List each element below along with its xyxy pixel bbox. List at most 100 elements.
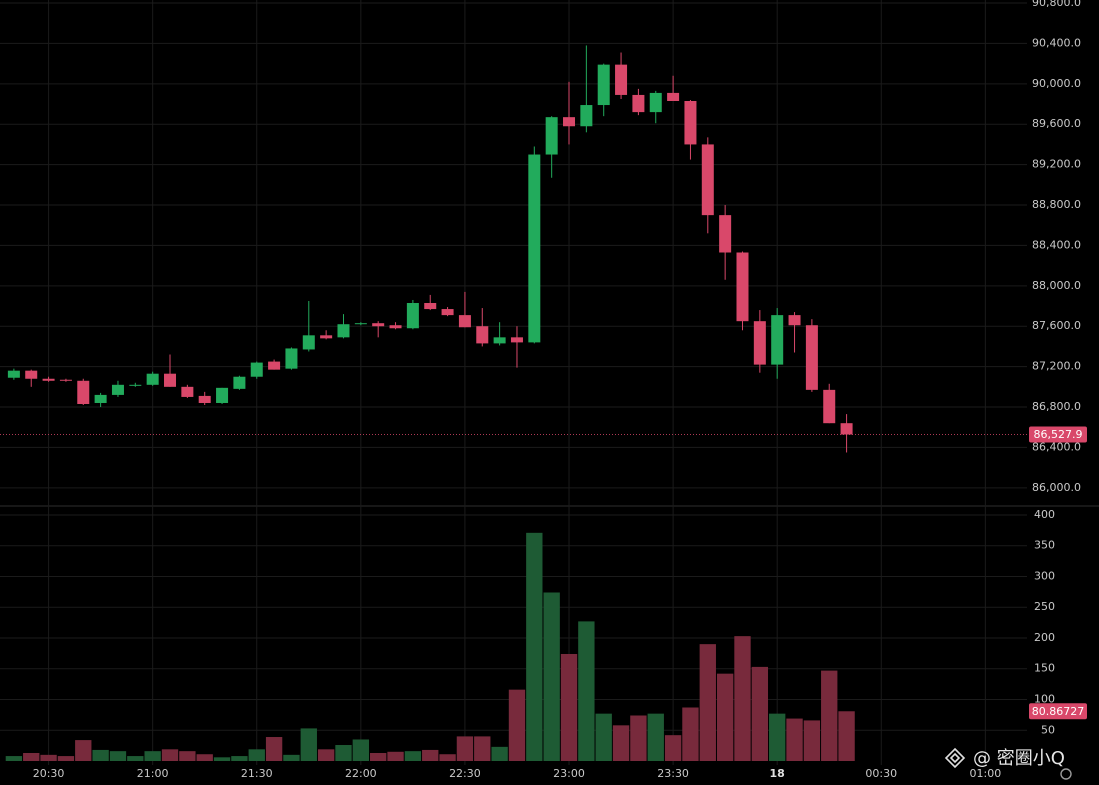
volume-bar [57, 756, 75, 762]
candle-body [736, 252, 749, 322]
volume-bar [439, 754, 456, 762]
x-tick-label: 18 [770, 767, 785, 780]
volume-bar [23, 753, 40, 762]
volume-bar [422, 749, 439, 762]
y-tick-label: 87,200.0 [1032, 360, 1081, 373]
candle-body [181, 386, 194, 397]
volume-bar [560, 653, 578, 762]
volume-bar [317, 749, 335, 762]
marks [0, 45, 1029, 762]
candle-body [545, 117, 558, 155]
volume-bar [682, 707, 699, 762]
candle-body [701, 144, 714, 216]
candle-body [580, 105, 593, 127]
y-tick-label: 89,200.0 [1032, 158, 1081, 171]
candle-body [233, 376, 246, 389]
candle-body [823, 389, 836, 424]
volume-bar [300, 728, 317, 762]
candle-body [528, 154, 541, 343]
candle-body [25, 370, 38, 379]
y-tick-label: 88,400.0 [1032, 238, 1081, 251]
candle-body [684, 101, 697, 145]
watermark: @ 密圈小Q [973, 748, 1065, 769]
candle-body [458, 315, 471, 328]
candle-body [337, 324, 350, 338]
volume-tick-label: 350 [1034, 539, 1055, 552]
volume-bar [699, 644, 716, 762]
watermark-icon [944, 747, 966, 769]
candle-body [649, 92, 662, 113]
candle-body [615, 64, 628, 95]
volume-bar [283, 754, 300, 762]
candle-body [632, 94, 645, 113]
candle-body [667, 92, 680, 101]
y-tick-label: 86,400.0 [1032, 440, 1081, 453]
candle-body [406, 303, 419, 329]
volume-tick-label: 150 [1034, 662, 1055, 675]
y-tick-label: 90,400.0 [1032, 36, 1081, 49]
y-tick-label: 88,000.0 [1032, 279, 1081, 292]
last-volume-box [1029, 703, 1087, 720]
volume-bar [526, 532, 543, 762]
volume-bar [491, 746, 508, 762]
volume-bar [127, 756, 144, 762]
volume-bar [786, 718, 803, 762]
candle-body [372, 323, 385, 327]
candle-body [510, 337, 523, 343]
volume-bar [751, 666, 769, 762]
candle-body [441, 309, 454, 316]
candle-body [302, 335, 315, 350]
volume-bar [508, 689, 526, 762]
volume-bar [144, 751, 161, 762]
x-tick-label: 23:00 [553, 767, 585, 780]
volume-bar [404, 751, 422, 762]
volume-bar [647, 713, 664, 762]
x-tick-label: 22:30 [449, 767, 481, 780]
x-tick-label: 00:30 [865, 767, 897, 780]
volume-bar [265, 737, 283, 762]
candle-body [840, 423, 853, 435]
volume-bar [630, 715, 647, 762]
x-tick-label: 23:30 [657, 767, 689, 780]
candle-body [805, 325, 818, 390]
volume-bar [161, 749, 179, 762]
candle-body [719, 215, 732, 253]
volume-bar [543, 592, 560, 762]
x-tick-label: 22:00 [345, 767, 377, 780]
candle-body [42, 378, 55, 381]
candle-body [389, 325, 402, 329]
labels: 20:30 21:00 21:30 22:00 22:30 23:00 23:30 18 00:… [33, 0, 1087, 780]
candle-body [164, 373, 177, 387]
x-tick-label: 20:30 [33, 767, 65, 780]
settings-icon[interactable] [1060, 768, 1072, 780]
candle-body [476, 326, 489, 344]
candle-body [285, 348, 298, 369]
last-price-label: 86,527.9 [1034, 428, 1083, 441]
volume-bar [456, 736, 474, 762]
candle-body [129, 384, 142, 386]
volume-bar [109, 751, 127, 762]
volume-bar [578, 621, 595, 762]
x-tick-label: 01:00 [970, 767, 1002, 780]
volume-tick-label: 100 [1034, 693, 1055, 706]
candle-body [771, 315, 784, 365]
volume-tick-label: 50 [1041, 723, 1055, 736]
y-tick-label: 86,800.0 [1032, 400, 1081, 413]
y-tick-label: 86,000.0 [1032, 481, 1081, 494]
volume-bar [352, 739, 370, 762]
volume-tick-label: 400 [1034, 508, 1055, 521]
volume-bar [370, 753, 387, 762]
volume-bar [40, 754, 57, 762]
y-tick-label: 90,800.0 [1032, 0, 1081, 9]
volume-tick-label: 300 [1034, 569, 1055, 582]
volume-bar [387, 751, 404, 762]
candle-body [250, 362, 263, 377]
volume-bar [769, 713, 786, 762]
candle-body [268, 361, 281, 370]
y-tick-label: 90,000.0 [1032, 77, 1081, 90]
volume-bar [595, 713, 612, 762]
candle-body [354, 323, 367, 325]
volume-bar [734, 636, 751, 762]
candle-body [7, 370, 20, 378]
